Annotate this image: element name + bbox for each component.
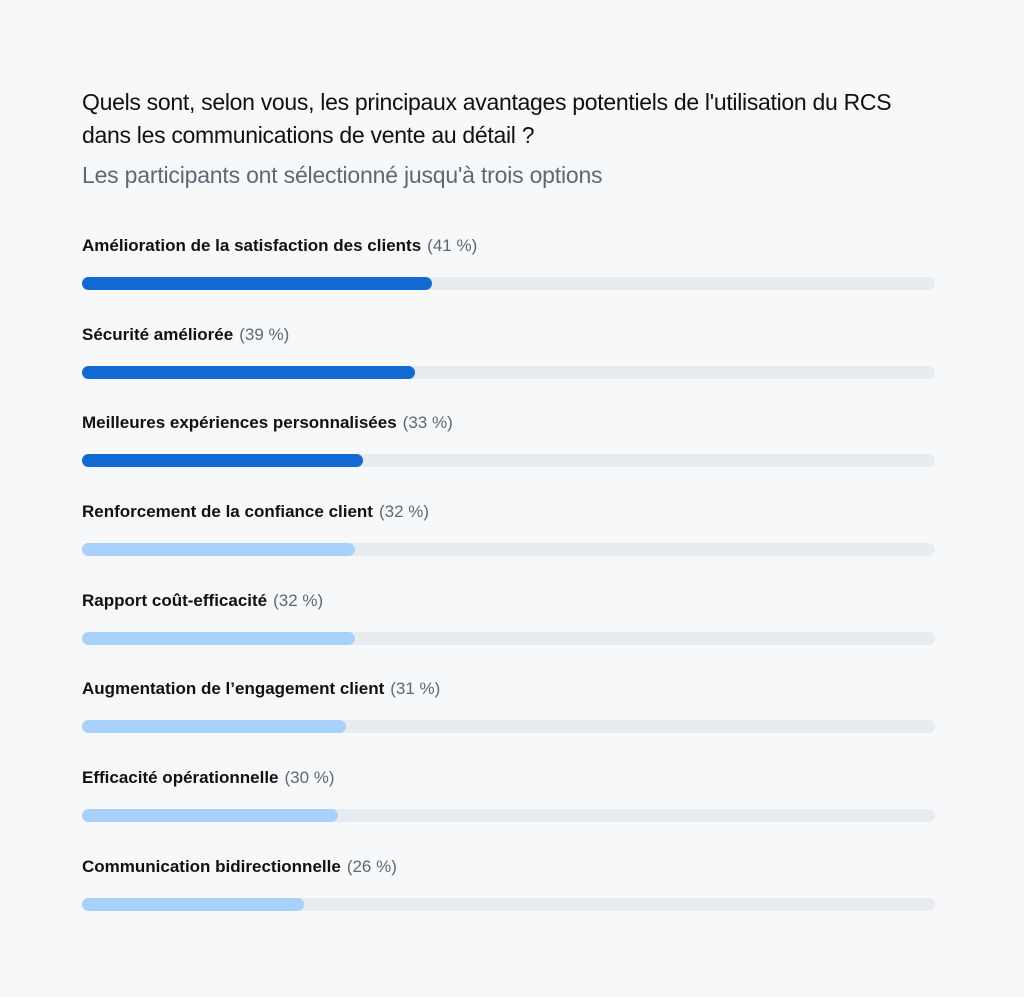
value-label: (30 %)	[284, 768, 335, 788]
bar-track	[82, 277, 935, 290]
bar-label: Sécurité améliorée (39 %)	[82, 325, 935, 345]
bar-label: Rapport coût-efficacité (32 %)	[82, 591, 935, 611]
chart-title: Quels sont, selon vous, les principaux a…	[82, 89, 892, 148]
value-label: (39 %)	[239, 324, 290, 344]
value-label: (26 %)	[346, 856, 397, 876]
bar-list: Amélioration de la satisfaction des clie…	[82, 236, 935, 946]
bar	[82, 631, 355, 645]
category-label: Augmentation de l’engagement client	[82, 679, 385, 699]
category-label: Sécurité améliorée	[82, 324, 234, 344]
bar-row: Amélioration de la satisfaction des clie…	[82, 236, 935, 325]
chart-subtitle: Les participants ont sélectionné jusqu'à…	[82, 162, 603, 188]
category-label: Rapport coût-efficacité	[82, 590, 268, 610]
bar-label: Efficacité opérationnelle (30 %)	[82, 768, 935, 788]
category-label: Efficacité opérationnelle	[82, 768, 279, 788]
category-label: Amélioration de la satisfaction des clie…	[82, 236, 422, 255]
category-label: Communication bidirectionnelle	[82, 856, 341, 876]
category-label: Meilleures expériences personnalisées	[82, 413, 397, 433]
bar-row: Augmentation de l’engagement client (31 %…	[82, 679, 935, 768]
value-label: (31 %)	[390, 679, 441, 699]
bar	[82, 809, 338, 823]
bar	[82, 277, 432, 290]
bar-track	[82, 809, 935, 823]
bar	[82, 897, 304, 911]
bar	[82, 543, 355, 557]
value-label: (41 %)	[427, 236, 478, 255]
bar-row: Rapport coût-efficacité (32 %)	[82, 591, 935, 680]
bar-row: Efficacité opérationnelle (30 %)	[82, 768, 935, 857]
value-label: (33 %)	[402, 413, 453, 433]
bar-track	[82, 543, 935, 557]
bar-track	[82, 454, 935, 468]
bar	[82, 720, 347, 734]
bar-label: Amélioration de la satisfaction des clie…	[82, 236, 935, 256]
bar-row: Renforcement de la confiance client (32 %…	[82, 502, 935, 591]
bar-track	[82, 897, 935, 911]
bar-track	[82, 720, 935, 734]
bar-row: Sécurité améliorée (39 %)	[82, 325, 935, 414]
bar-label: Meilleures expériences personnalisées (33…	[82, 413, 935, 433]
bar	[82, 365, 415, 379]
value-label: (32 %)	[273, 590, 324, 610]
bar-track	[82, 631, 935, 645]
bar-row: Meilleures expériences personnalisées (33…	[82, 413, 935, 502]
bar	[82, 454, 364, 468]
bar-track	[82, 365, 935, 379]
bar-label: Renforcement de la confiance client (32 %…	[82, 502, 935, 522]
bar-row: Communication bidirectionnelle (26 %)	[82, 857, 935, 946]
bar-label: Communication bidirectionnelle (26 %)	[82, 857, 935, 877]
bar-label: Augmentation de l’engagement client (31 %…	[82, 679, 935, 699]
category-label: Renforcement de la confiance client	[82, 502, 373, 522]
value-label: (32 %)	[378, 502, 430, 522]
